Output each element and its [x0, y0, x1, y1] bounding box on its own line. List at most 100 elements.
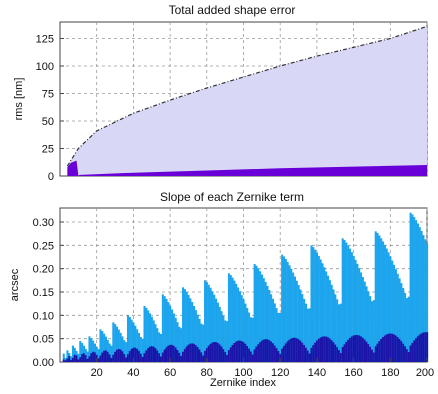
bar-dark	[110, 357, 113, 362]
bar-light	[180, 328, 183, 362]
bar-dark	[361, 337, 364, 362]
bar-light	[171, 309, 174, 362]
bar-light	[218, 306, 221, 362]
bar-dark	[68, 355, 71, 362]
bar-light	[295, 280, 298, 362]
bar-light	[308, 308, 311, 362]
bar-dark	[182, 351, 185, 362]
bar-light	[79, 341, 82, 362]
bar-dark	[369, 346, 372, 362]
bar-dark	[354, 335, 357, 362]
bar-dark	[405, 349, 408, 362]
bar-dark	[93, 352, 96, 362]
bar-light	[255, 265, 258, 362]
bar-dark	[205, 348, 208, 362]
bar-dark	[204, 350, 207, 362]
bottom-x-tick-label: 80	[201, 367, 213, 379]
bar-light	[220, 311, 223, 362]
bar-dark	[132, 347, 135, 362]
bar-dark	[172, 345, 175, 362]
bottom-x-ticks: 20 40 60 80 100 120 140 160 180 200	[91, 358, 434, 379]
bar-dark	[211, 342, 214, 362]
bar-light	[117, 329, 120, 362]
bar-dark	[73, 354, 76, 362]
bar-light	[160, 334, 163, 362]
bar-dark	[398, 338, 401, 362]
bar-dark	[266, 339, 269, 362]
bar-light	[361, 276, 364, 362]
bar-dark	[277, 351, 280, 362]
bar-dark	[301, 342, 304, 362]
bar-dark	[193, 343, 196, 362]
bar-dark	[288, 339, 291, 362]
bar-light	[352, 255, 355, 362]
bar-dark	[383, 335, 386, 362]
bar-dark	[169, 344, 172, 362]
bar-dark	[79, 357, 82, 362]
bar-light	[141, 338, 144, 362]
bar-light	[371, 301, 374, 362]
bar-light	[240, 295, 243, 362]
bottom-x-tick-label: 200	[416, 367, 434, 379]
bar-dark	[260, 340, 263, 362]
bar-dark	[332, 342, 335, 362]
bar-dark	[249, 351, 252, 362]
bar-dark	[115, 349, 119, 362]
bar-dark	[160, 356, 163, 362]
bar-light	[372, 300, 375, 362]
bar-light	[310, 245, 313, 362]
bar-dark	[339, 353, 342, 362]
bar-dark	[143, 353, 146, 362]
bar-light	[71, 345, 74, 362]
bar-dark	[84, 355, 87, 362]
bar-light	[88, 336, 91, 362]
bar-light	[112, 322, 115, 362]
bar-light	[136, 329, 139, 362]
bottom-y-tick-label: 0.10	[33, 310, 54, 322]
bar-dark	[315, 340, 319, 362]
bar-light	[284, 258, 287, 362]
bar-dark	[286, 341, 289, 362]
bar-light	[389, 256, 392, 362]
bar-dark	[92, 351, 95, 362]
bar-dark	[71, 357, 74, 362]
bar-light	[104, 336, 107, 362]
bar-dark	[422, 332, 425, 362]
bar-light	[62, 353, 65, 362]
bar-light	[209, 287, 212, 362]
bar-light	[369, 296, 372, 362]
bar-dark	[356, 334, 359, 362]
bar-dark	[290, 338, 293, 362]
bar-light	[281, 254, 284, 362]
bar-dark	[191, 343, 194, 362]
bar-dark	[360, 336, 363, 362]
bar-dark	[117, 348, 120, 362]
bar-dark	[352, 335, 355, 362]
bar-light	[114, 324, 117, 362]
bottom-y-tick-label: 0.30	[33, 217, 54, 229]
bar-dark	[141, 356, 144, 362]
bar-light	[354, 259, 357, 362]
bar-dark	[420, 333, 423, 362]
bar-light	[237, 287, 240, 362]
bar-light	[110, 345, 113, 362]
bar-dark	[108, 354, 111, 362]
bar-light	[216, 302, 219, 362]
bar-dark	[106, 351, 109, 362]
bar-dark	[125, 357, 128, 362]
bar-dark	[222, 349, 225, 362]
bar-light	[248, 312, 251, 362]
bar-light	[132, 322, 135, 362]
bar-light	[158, 332, 161, 362]
bar-dark	[365, 341, 368, 362]
bar-light	[317, 255, 320, 362]
bottom-x-tick-label: 100	[234, 367, 252, 379]
bar-dark	[128, 351, 131, 362]
bar-dark	[196, 347, 199, 362]
bar-light	[398, 278, 401, 362]
bar-light	[339, 303, 342, 362]
bar-light	[90, 338, 93, 362]
bar-dark	[295, 338, 298, 362]
bar-dark	[303, 345, 306, 362]
bar-light	[422, 235, 425, 362]
